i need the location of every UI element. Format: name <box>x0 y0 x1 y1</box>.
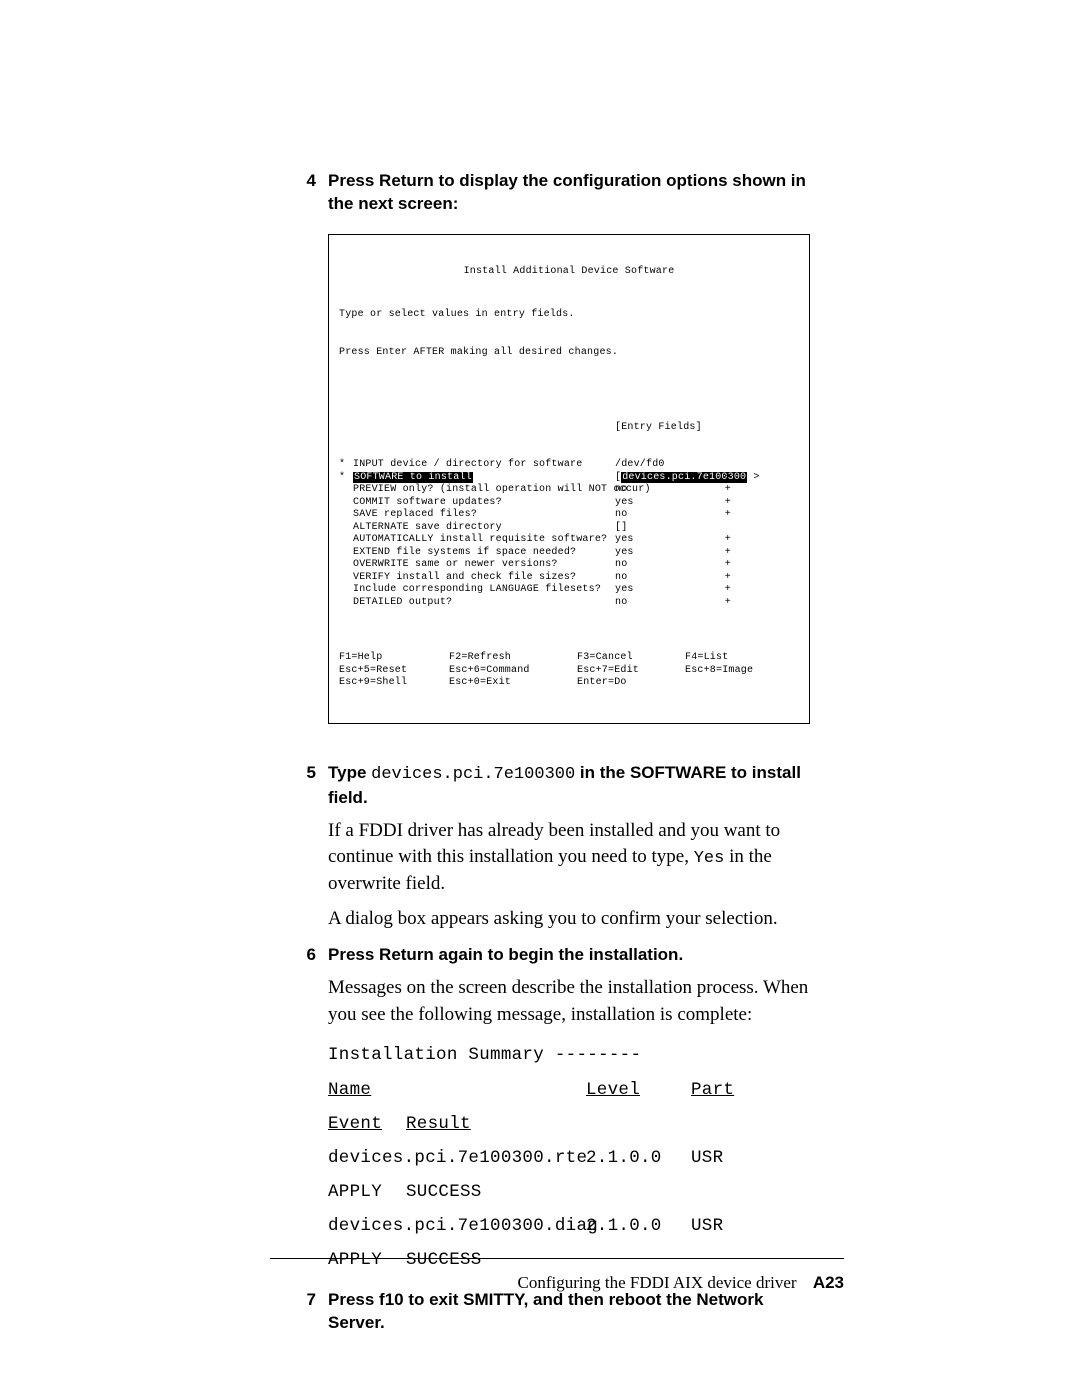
terminal-row: * INPUT device / directory for software/… <box>339 459 799 472</box>
step-body: Press Return again to begin the installa… <box>328 944 810 1277</box>
terminal-key: Esc+5=Reset <box>339 665 449 678</box>
footer-rule <box>270 1258 844 1259</box>
terminal-key: Esc+9=Shell <box>339 677 449 690</box>
step-4: 4 Press Return to display the configurat… <box>288 170 810 752</box>
summary-row: devices.pci.7e100300.diag2.1.0.0USRAPPLY… <box>328 1209 810 1277</box>
terminal-screenshot: Install Additional Device Software Type … <box>328 234 810 724</box>
step-number: 7 <box>288 1289 328 1335</box>
step-6-instruction: Press Return again to begin the installa… <box>328 944 810 967</box>
terminal-line: Press Enter AFTER making all desired cha… <box>339 347 799 360</box>
code-inline: devices.pci.7e100300 <box>371 765 575 784</box>
terminal-row: EXTEND file systems if space needed?yes+ <box>339 547 799 560</box>
installation-summary: Installation Summary -------- NameLevelP… <box>328 1038 810 1277</box>
terminal-key: Esc+0=Exit <box>449 677 577 690</box>
terminal-row: COMMIT software updates?yes+ <box>339 497 799 510</box>
terminal-row: DETAILED output?no+ <box>339 597 799 610</box>
page-number: A23 <box>813 1273 844 1292</box>
terminal-key: Esc+6=Command <box>449 665 577 678</box>
terminal-row: VERIFY install and check file sizes?no+ <box>339 572 799 585</box>
terminal-key: Esc+8=Image <box>685 665 795 678</box>
step-5-body: If a FDDI driver has already been instal… <box>328 818 810 898</box>
page: 4 Press Return to display the configurat… <box>0 0 1080 1397</box>
step-number: 4 <box>288 170 328 752</box>
step-6: 6 Press Return again to begin the instal… <box>288 944 810 1277</box>
terminal-function-keys: F1=HelpF2=RefreshF3=CancelF4=List Esc+5=R… <box>339 652 799 690</box>
terminal-line: Type or select values in entry fields. <box>339 309 799 322</box>
terminal-row: AUTOMATICALLY install requisite software… <box>339 534 799 547</box>
step-number: 5 <box>288 762 328 932</box>
step-body: Press Return to display the configuratio… <box>328 170 810 752</box>
step-5-body-2: A dialog box appears asking you to confi… <box>328 906 810 933</box>
step-body: Type devices.pci.7e100300 in the SOFTWAR… <box>328 762 810 932</box>
terminal-key: F2=Refresh <box>449 652 577 665</box>
footer-title: Configuring the FDDI AIX device driver <box>518 1273 797 1292</box>
summary-header: NameLevelPartEventResult <box>328 1073 810 1141</box>
summary-row: devices.pci.7e100300.rte2.1.0.0USRAPPLYS… <box>328 1141 810 1209</box>
terminal-key: F3=Cancel <box>577 652 685 665</box>
terminal-row: PREVIEW only? (install operation will NO… <box>339 484 799 497</box>
terminal-row: * SOFTWARE to install[devices.pci.7e1003… <box>339 472 799 485</box>
step-7: 7 Press f10 to exit SMITTY, and then reb… <box>288 1289 810 1335</box>
terminal-key: Enter=Do <box>577 677 685 690</box>
step-7-instruction: Press f10 to exit SMITTY, and then reboo… <box>328 1289 810 1335</box>
step-5-instruction: Type devices.pci.7e100300 in the SOFTWAR… <box>328 762 810 810</box>
terminal-key <box>685 677 795 690</box>
summary-title: Installation Summary -------- <box>328 1038 810 1072</box>
terminal-line: [Entry Fields] <box>339 422 799 435</box>
step-4-instruction: Press Return to display the configuratio… <box>328 170 810 216</box>
terminal-key: Esc+7=Edit <box>577 665 685 678</box>
terminal-row: OVERWRITE same or newer versions?no+ <box>339 559 799 572</box>
step-body: Press f10 to exit SMITTY, and then reboo… <box>328 1289 810 1335</box>
footer: Configuring the FDDI AIX device driver A… <box>518 1273 844 1293</box>
terminal-row: SAVE replaced files?no+ <box>339 509 799 522</box>
step-number: 6 <box>288 944 328 1277</box>
terminal-title: Install Additional Device Software <box>339 266 799 279</box>
terminal-row: Include corresponding LANGUAGE filesets?… <box>339 584 799 597</box>
terminal-key: F1=Help <box>339 652 449 665</box>
terminal-row: ALTERNATE save directory[] <box>339 522 799 535</box>
step-5: 5 Type devices.pci.7e100300 in the SOFTW… <box>288 762 810 932</box>
code-inline: Yes <box>694 849 725 868</box>
terminal-key: F4=List <box>685 652 795 665</box>
step-6-body: Messages on the screen describe the inst… <box>328 975 810 1028</box>
